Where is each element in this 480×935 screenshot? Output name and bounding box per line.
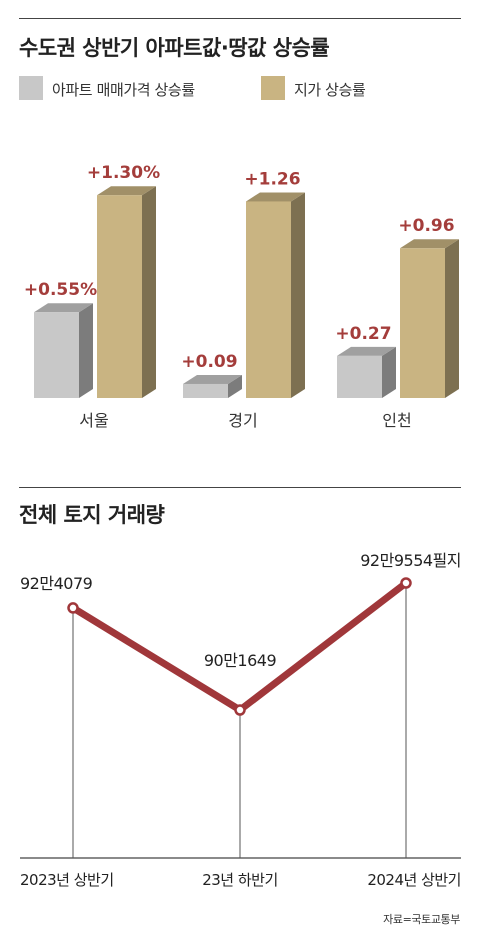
bar-chart-title: 수도권 상반기 아파트값·땅값 상승률 bbox=[19, 36, 330, 60]
line-chart-title: 전체 토지 거래량 bbox=[19, 503, 165, 527]
bar-인천-1 bbox=[400, 239, 459, 398]
bar-label-경기-1: +1.26 bbox=[244, 169, 300, 189]
trade-volume-label-0: 92만4079 bbox=[20, 574, 93, 593]
top-rule bbox=[19, 18, 461, 19]
bar-서울-0 bbox=[34, 303, 93, 398]
category-label-인천: 인천 bbox=[382, 411, 411, 430]
bar-경기-1 bbox=[246, 192, 305, 398]
trade-volume-label-2: 92만9554필지 bbox=[360, 551, 461, 570]
middle-rule bbox=[19, 487, 461, 488]
legend-swatch-apartment bbox=[19, 76, 43, 100]
trade-volume-point-0 bbox=[67, 602, 79, 614]
bar-label-인천-0: +0.27 bbox=[335, 324, 391, 344]
source-note: 자료=국토교통부 bbox=[383, 913, 460, 926]
bar-경기-0 bbox=[183, 374, 242, 398]
bar-label-서울-1: +1.30% bbox=[87, 163, 160, 183]
period-label-2: 2024년 상반기 bbox=[367, 871, 461, 889]
legend-label-apartment: 아파트 매매가격 상승률 bbox=[52, 81, 195, 99]
bar-label-경기-0: +0.09 bbox=[181, 352, 237, 372]
period-label-0: 2023년 상반기 bbox=[20, 871, 114, 889]
trade-volume-line bbox=[71, 580, 409, 714]
legend-swatch-land bbox=[261, 76, 285, 100]
trade-volume-label-1: 90만1649 bbox=[204, 651, 277, 670]
bar-label-인천-1: +0.96 bbox=[398, 216, 454, 236]
bar-인천-0 bbox=[337, 346, 396, 398]
trade-volume-point-1 bbox=[234, 704, 246, 716]
bar-chart: +0.55% +1.30% 서울 +0.09 +1.26 경기 +0.27 +0.96 인천 bbox=[24, 163, 459, 430]
legend-label-land: 지가 상승률 bbox=[294, 81, 366, 99]
category-label-서울: 서울 bbox=[79, 411, 108, 430]
trade-volume-point-2 bbox=[400, 577, 412, 589]
period-label-1: 23년 하반기 bbox=[202, 871, 278, 889]
bar-서울-1 bbox=[97, 186, 156, 398]
category-label-경기: 경기 bbox=[228, 411, 257, 430]
bar-label-서울-0: +0.55% bbox=[24, 280, 97, 300]
